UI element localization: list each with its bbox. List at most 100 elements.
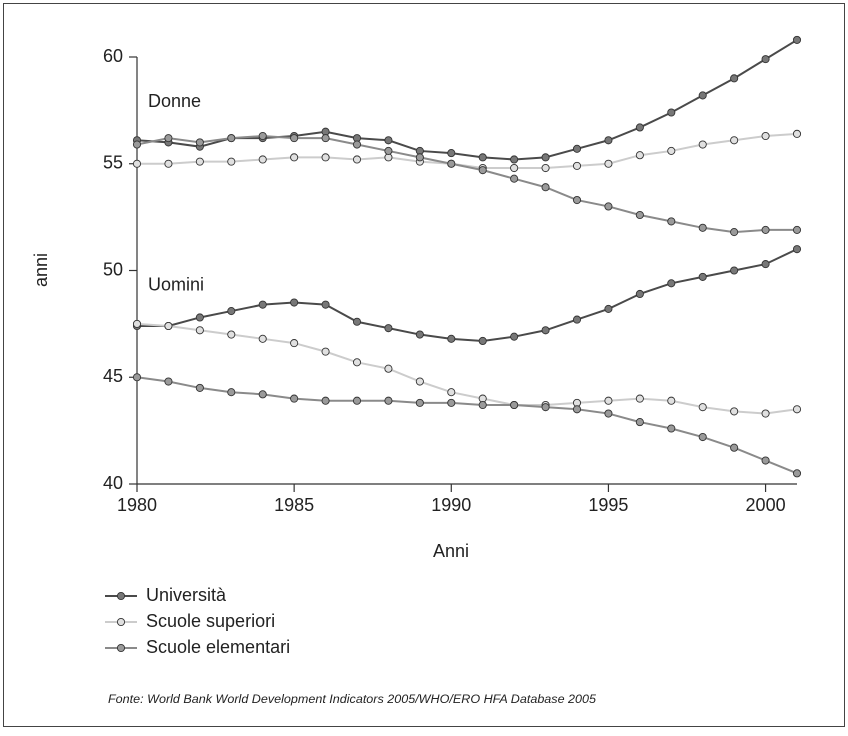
data-point [541,153,550,162]
data-point [761,131,770,141]
data-point [195,326,204,335]
group-label: Uomini [148,275,204,295]
data-point [415,153,424,162]
data-point [541,403,550,412]
data-point [667,279,676,288]
data-point [761,225,770,234]
data-point [132,159,142,168]
data-point [321,134,330,143]
data-point [227,330,236,339]
data-point [447,159,456,168]
frame [3,3,845,727]
data-point [541,326,550,335]
data-point [321,300,330,309]
series-line [136,322,798,415]
x-tick-label: 1980 [117,495,157,515]
series-line [136,376,798,475]
series-line [136,39,798,161]
data-point [352,358,362,367]
y-tick-label: 50 [103,259,123,279]
data-point [384,136,393,145]
data-point [478,336,487,346]
data-point [541,163,550,173]
series-line [137,248,798,342]
data-point [572,405,582,414]
data-point [604,304,613,313]
data-point [290,153,299,162]
y-tick-label: 60 [103,46,123,66]
x-tick-label: 1990 [431,495,471,515]
data-point [541,183,550,192]
data-point [258,334,267,343]
data-point [321,347,330,356]
data-point [510,174,519,183]
data-point [352,155,362,164]
data-point [667,396,676,405]
data-point [635,123,644,132]
data-point [667,217,676,226]
data-point [604,136,613,145]
data-point [195,157,204,166]
data-point [290,339,299,348]
data-point [761,409,770,418]
data-point [635,289,644,299]
data-point [258,155,267,164]
y-tick-label: 40 [103,473,123,493]
data-point [447,149,456,158]
data-point [195,313,204,322]
source-note: Fonte: World Bank World Development Indi… [108,694,597,706]
data-point [195,138,204,147]
data-point [164,134,173,143]
data-point [572,195,582,205]
data-point [478,400,487,410]
data-point [730,266,739,275]
data-point [792,245,802,254]
data-point [258,300,267,309]
data-point [227,307,236,316]
data-point [792,225,802,234]
y-tick-label: 45 [103,366,123,386]
data-point [227,388,236,397]
data-point [730,136,739,145]
data-point [730,74,739,83]
data-point [415,330,424,339]
x-axis-label: Anni [433,541,469,561]
data-point [415,377,424,386]
data-point [384,324,393,333]
data-point [384,146,393,155]
data-point [352,396,362,405]
data-point [730,407,739,416]
data-point [258,131,267,141]
x-tick-label: 1985 [274,495,314,515]
data-point [321,153,330,162]
data-point [792,405,802,414]
data-point [604,159,613,168]
data-point [290,394,299,403]
data-point [164,377,173,386]
data-point [132,140,142,149]
data-point [164,321,173,331]
data-point [792,469,802,478]
data-point [384,396,393,405]
data-point [572,315,582,324]
data-point [478,153,487,162]
data-point [792,35,802,44]
y-axis-label: anni [31,253,51,287]
data-point [635,151,644,160]
data-point [510,163,519,173]
y-tick-label: 55 [103,153,123,173]
legend-label: Università [146,585,227,605]
data-point [164,159,173,168]
series-line [137,132,798,170]
data-point [510,155,519,164]
data-point [352,317,362,326]
group-label: Donne [148,91,201,111]
data-point [572,144,582,153]
data-point [635,418,644,427]
data-point [667,108,676,117]
data-point [195,383,204,392]
data-point [698,140,707,149]
data-point [667,146,676,155]
